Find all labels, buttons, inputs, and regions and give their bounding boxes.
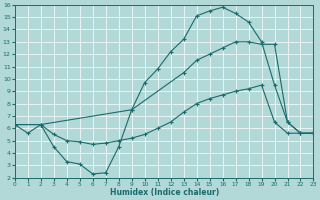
X-axis label: Humidex (Indice chaleur): Humidex (Indice chaleur)	[109, 188, 219, 197]
